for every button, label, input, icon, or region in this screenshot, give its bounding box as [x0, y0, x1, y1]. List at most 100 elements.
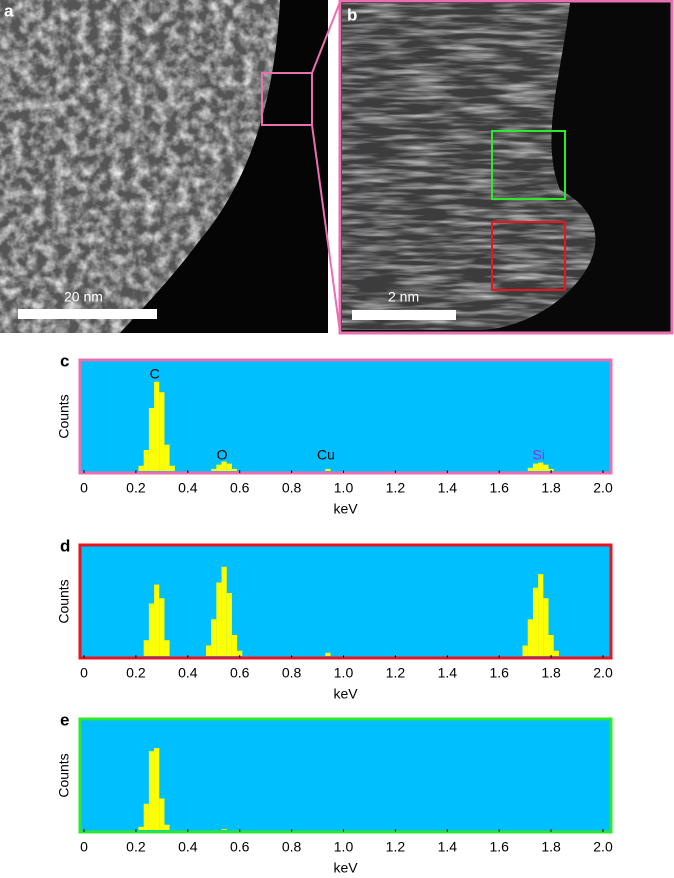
- bar: [221, 828, 227, 830]
- x-tick-label: 1.4: [438, 665, 458, 681]
- x-axis-label: keV: [333, 860, 358, 876]
- region-box: [491, 221, 566, 291]
- bar: [164, 640, 170, 656]
- bar: [148, 408, 155, 471]
- x-tick-label: 1.8: [541, 665, 561, 681]
- x-tick-label: 1.4: [438, 480, 458, 496]
- y-axis-label: Counts: [56, 579, 72, 623]
- x-tick-label: 1.8: [541, 480, 561, 496]
- bar: [138, 826, 144, 830]
- scale-bar: [18, 309, 157, 319]
- panel-label: c: [60, 351, 69, 370]
- bar: [226, 593, 232, 656]
- bar: [138, 465, 144, 471]
- bar: [211, 468, 217, 471]
- scale-bar-label: 20 nm: [64, 289, 103, 305]
- x-tick-label: 1.2: [386, 480, 406, 496]
- bar: [169, 465, 175, 471]
- plot-frame: [78, 358, 613, 475]
- image-b-specimen: [342, 3, 596, 330]
- bar: [237, 650, 243, 656]
- bar: [159, 598, 165, 656]
- plot-area: [80, 719, 611, 832]
- x-tick-label: 0.6: [230, 665, 250, 681]
- bar: [527, 619, 533, 656]
- x-tick-label: 1.4: [438, 839, 458, 855]
- scale-bar-label: 2 nm: [388, 289, 419, 305]
- bar: [548, 635, 554, 656]
- x-tick-label: 1.2: [386, 665, 406, 681]
- bar: [154, 381, 160, 471]
- bar: [216, 464, 222, 471]
- y-axis-label: Counts: [56, 394, 72, 438]
- bar: [548, 468, 554, 471]
- x-tick-label: 0: [80, 839, 88, 855]
- x-tick-label: 0.6: [230, 839, 250, 855]
- x-axis-label: keV: [333, 501, 358, 517]
- plot-frame: [78, 543, 613, 660]
- x-tick-label: 0.4: [178, 839, 198, 855]
- x-axis-label: keV: [333, 686, 358, 702]
- bar: [532, 463, 539, 471]
- bar: [538, 462, 544, 471]
- x-tick-label: 1.0: [334, 665, 354, 681]
- peak-label: O: [217, 447, 228, 463]
- bar: [325, 652, 331, 656]
- x-tick-label: 0.2: [126, 480, 146, 496]
- x-tick-label: 2.0: [593, 665, 613, 681]
- bar: [148, 603, 155, 656]
- peak-label: Si: [532, 447, 544, 463]
- bar: [522, 645, 528, 656]
- bar: [532, 587, 539, 656]
- zoom-line: [311, 1, 341, 74]
- x-tick-label: 2.0: [593, 480, 613, 496]
- bar: [216, 582, 222, 656]
- bar: [226, 463, 232, 471]
- bar: [211, 619, 217, 656]
- x-tick-label: 1.6: [489, 480, 509, 496]
- x-tick-label: 0.8: [282, 839, 302, 855]
- x-tick-label: 0: [80, 480, 88, 496]
- plot-frame: [78, 717, 613, 834]
- x-tick-label: 0.4: [178, 480, 198, 496]
- y-axis-label: Counts: [56, 753, 72, 797]
- x-tick-label: 0.2: [126, 665, 146, 681]
- x-tick-label: 0.2: [126, 839, 146, 855]
- zoom-box: [261, 72, 313, 126]
- x-tick-label: 1.6: [489, 839, 509, 855]
- scale-bar: [352, 310, 456, 320]
- x-tick-label: 0: [80, 665, 88, 681]
- x-tick-label: 0.6: [230, 480, 250, 496]
- bar: [205, 645, 212, 656]
- panel-label: d: [60, 536, 70, 555]
- bar: [164, 824, 170, 830]
- zoom-line: [311, 124, 341, 333]
- bar: [553, 650, 559, 656]
- x-tick-label: 2.0: [593, 839, 613, 855]
- bar: [143, 640, 149, 656]
- bar: [221, 461, 227, 471]
- x-tick-label: 1.0: [334, 839, 354, 855]
- x-tick-label: 0.8: [282, 480, 302, 496]
- bar: [538, 574, 544, 656]
- x-tick-label: 1.6: [489, 665, 509, 681]
- bar: [164, 444, 170, 471]
- x-tick-label: 0.4: [178, 665, 198, 681]
- bar: [325, 468, 331, 471]
- bar: [159, 392, 165, 471]
- bar: [148, 751, 155, 830]
- plot-area: [80, 545, 611, 658]
- bar: [231, 468, 238, 471]
- peak-label: Cu: [317, 447, 335, 463]
- bar: [527, 467, 533, 471]
- panel-label: a: [4, 1, 14, 20]
- bar: [231, 635, 238, 656]
- x-tick-label: 0.8: [282, 665, 302, 681]
- bar: [543, 598, 549, 656]
- peak-label: C: [150, 366, 160, 382]
- panel-label: b: [347, 5, 357, 24]
- x-tick-label: 1.8: [541, 839, 561, 855]
- region-box: [491, 130, 566, 200]
- bar: [154, 748, 160, 830]
